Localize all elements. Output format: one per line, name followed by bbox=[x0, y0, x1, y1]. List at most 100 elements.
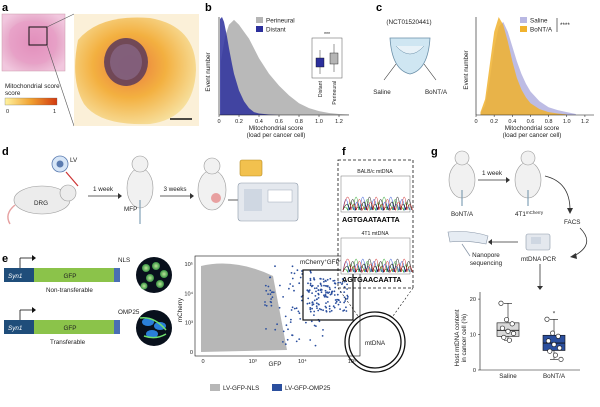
legend-omp25: LV-GFP-OMP25 bbox=[285, 385, 331, 392]
nucleus bbox=[142, 264, 150, 272]
cell bbox=[146, 330, 158, 338]
event-point bbox=[309, 339, 312, 341]
event-point bbox=[343, 286, 346, 288]
g-cells-sup: mCherry bbox=[526, 210, 544, 215]
event-point bbox=[265, 304, 268, 307]
event-point bbox=[301, 270, 303, 272]
event-point bbox=[274, 328, 277, 331]
x-tick-label: 1.2 bbox=[581, 119, 589, 125]
arrow-saline bbox=[383, 63, 397, 81]
event-point bbox=[320, 278, 322, 280]
vector-label: LV bbox=[70, 157, 78, 164]
g-ylabel: Host mtDNA content bbox=[454, 309, 461, 366]
step1-label: 1 week bbox=[93, 186, 114, 193]
event-point bbox=[320, 288, 322, 291]
data-point bbox=[545, 338, 551, 344]
inset-cat-perineural: Perineural bbox=[332, 81, 338, 105]
event-point bbox=[343, 280, 346, 283]
promoter-arrow-1-head bbox=[32, 255, 36, 261]
g-pcr-label: mtDNA PCR bbox=[521, 256, 556, 263]
event-point bbox=[269, 289, 272, 292]
event-point bbox=[334, 299, 337, 301]
zoom-box bbox=[28, 26, 48, 46]
event-point bbox=[311, 301, 314, 303]
rat-tail bbox=[7, 204, 16, 225]
data-point bbox=[499, 325, 505, 331]
legend-perineural: Perineural bbox=[266, 18, 295, 25]
mtdna-circle-inner bbox=[348, 315, 402, 369]
event-point bbox=[346, 294, 349, 297]
colorbar-max: 1 bbox=[53, 109, 56, 115]
event-point bbox=[315, 290, 317, 293]
event-point bbox=[313, 277, 315, 279]
event-point bbox=[330, 309, 333, 312]
event-point bbox=[285, 324, 288, 327]
event-point bbox=[314, 295, 317, 297]
event-point bbox=[299, 318, 302, 320]
trace-line bbox=[342, 258, 410, 274]
event-point bbox=[310, 320, 313, 323]
panel-f: f BALB/c mtDNA AGTGAATAATTA 4T1 mtDNA AG… bbox=[337, 146, 414, 373]
event-point bbox=[306, 302, 309, 305]
event-point bbox=[297, 310, 300, 313]
event-point bbox=[291, 277, 294, 280]
y-tick-label: 0 bbox=[473, 368, 476, 374]
event-point bbox=[339, 301, 342, 303]
event-point bbox=[332, 305, 335, 308]
event-point bbox=[282, 330, 285, 333]
x-tick-label: 0.6 bbox=[275, 119, 283, 125]
cell bbox=[142, 318, 154, 326]
g-arrow-facs-head bbox=[567, 208, 573, 214]
mouse-head-2 bbox=[203, 157, 221, 175]
event-point bbox=[337, 281, 340, 284]
step2-label: 3 weeks bbox=[163, 186, 186, 193]
mouse-icon-2 bbox=[197, 169, 227, 211]
g-nanopore-label: Nanopore bbox=[472, 252, 500, 259]
drg-label: DRG bbox=[34, 200, 48, 207]
non-transferable-label: Non-transferable bbox=[46, 287, 93, 294]
data-point bbox=[506, 337, 512, 343]
trace-line bbox=[342, 258, 412, 274]
event-point bbox=[326, 278, 329, 281]
colorbar-title2: score bbox=[5, 90, 21, 97]
event-point bbox=[313, 310, 316, 313]
event-point bbox=[346, 283, 348, 286]
event-point bbox=[264, 301, 266, 303]
event-point bbox=[321, 335, 324, 337]
event-point bbox=[324, 289, 327, 292]
event-point bbox=[323, 284, 325, 287]
event-point bbox=[308, 302, 311, 305]
tumor-icon bbox=[211, 193, 221, 203]
x-tick-label: 0.8 bbox=[295, 119, 303, 125]
nucleus bbox=[146, 274, 154, 282]
event-point bbox=[343, 291, 346, 293]
event-point bbox=[284, 315, 287, 318]
legend-bont-swatch bbox=[520, 26, 527, 32]
g-treat-label: BoNT/A bbox=[451, 211, 474, 218]
event-point bbox=[264, 284, 267, 287]
event-point bbox=[309, 284, 312, 287]
trace2-title: 4T1 mtDNA bbox=[361, 231, 389, 237]
microscopy-omp25 bbox=[136, 310, 172, 346]
x-tick-label: 0 bbox=[217, 119, 220, 125]
data-point bbox=[557, 345, 563, 351]
event-point bbox=[292, 285, 294, 287]
event-point bbox=[316, 298, 318, 300]
event-point bbox=[269, 293, 272, 296]
data-point bbox=[544, 316, 550, 322]
event-point bbox=[290, 272, 293, 274]
event-point bbox=[306, 289, 309, 292]
event-point bbox=[318, 308, 321, 310]
legend-saline-swatch bbox=[520, 17, 527, 23]
inset-cat-distant: Distant bbox=[318, 80, 324, 97]
gate-label: mCherry+GFP+ bbox=[300, 258, 343, 266]
omp25-box bbox=[114, 320, 120, 334]
event-point bbox=[295, 307, 298, 310]
event-point bbox=[309, 308, 312, 311]
event-point bbox=[287, 328, 289, 331]
series-bonta-area bbox=[480, 17, 567, 115]
trace2-seq: AGTGAACAATTA bbox=[342, 275, 402, 284]
virus-core bbox=[56, 160, 64, 168]
trace-line bbox=[342, 196, 411, 212]
